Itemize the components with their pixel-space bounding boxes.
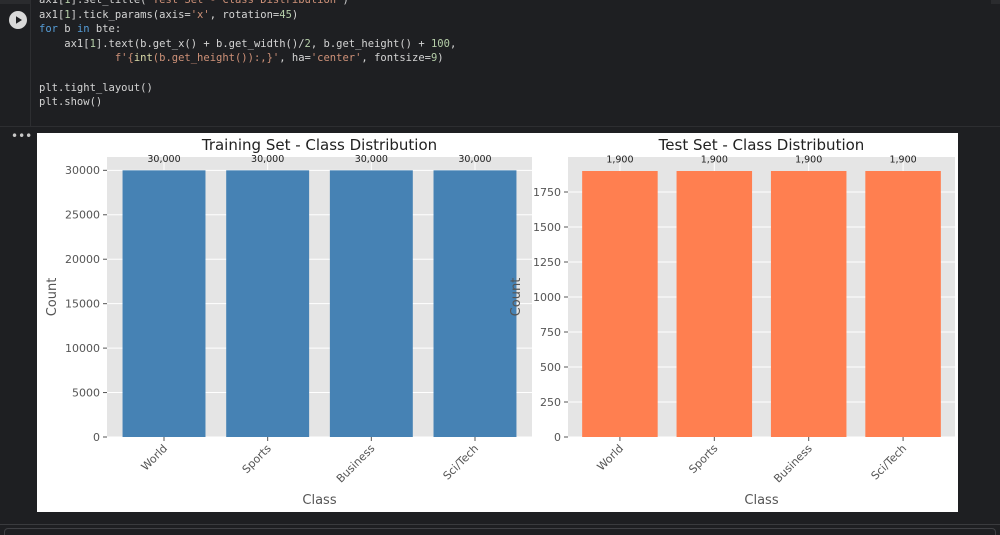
figure-svg: 30,000 30,000 30,000 30,0000500010000150002… [45,136,955,508]
test-y-tick-label: 1500 [533,221,561,234]
test-chart-title: Test Set - Class Distribution [658,136,865,154]
test-bar-world [582,171,658,437]
cell-divider [0,126,1000,127]
code-editor[interactable]: ax1[1].set_title('Test Set - Class Distr… [30,0,991,126]
code-token: , fontsize= [361,52,431,65]
test-y-tick-label: 500 [540,361,561,374]
code-token: ) [437,52,444,65]
code-line: f'{int(b.get_height()):,}', ha='center',… [39,51,456,66]
train-x-tick-label: Sports [240,442,274,476]
code-line [39,66,456,81]
train-data-label: 30,000 [355,154,388,165]
code-token: 1 [89,37,96,50]
code-token: ax1[ [39,37,90,50]
code-token: , [449,37,457,50]
code-line: for b in bte: [39,22,456,37]
test-y-tick-label: 1000 [533,291,561,304]
test-x-tick-label: Business [771,442,815,486]
code-line: plt.show() [39,95,456,110]
test-y-axis-label: Count [509,278,524,317]
code-token: ) [342,0,349,6]
next-cell-frame [4,528,996,535]
code-token: ) [291,8,299,21]
code-cell[interactable]: ax1[1].set_title('Test Set - Class Distr… [0,0,1000,126]
code-token: 2 [304,37,311,50]
code-token: 1 [64,0,71,6]
train-y-axis-label: Count [45,278,60,317]
code-token: 'center' [310,52,362,65]
train-x-tick-label: Business [334,442,378,486]
train-y-tick-label: 20000 [65,253,100,266]
test-y-tick-label: 250 [540,396,561,409]
code-token: , b.get_height() + [310,37,431,50]
code-token: 9 [430,52,438,65]
code-token: ax1[ [39,8,65,21]
code-token: (b.get_height()):,}' [152,52,280,65]
test-bar-business [770,171,847,437]
test-x-tick-label: Sports [686,442,720,476]
test-data-label: 1,900 [795,155,822,166]
train-y-tick-label: 10000 [65,342,100,355]
train-data-label: 30,000 [147,154,180,165]
test-data-label: 1,900 [889,155,916,166]
code-token: ax1[ [39,0,65,6]
code-token: plt.tight_layout() [39,81,153,94]
code-line: ax1[1].set_title('Test Set - Class Distr… [39,0,456,8]
code-token [39,52,115,64]
code-lines: ax1[1].set_title('Test Set - Class Distr… [39,0,456,110]
code-token: 'x' [190,8,210,21]
play-icon [9,11,27,29]
test-y-tick-label: 750 [540,326,561,339]
test-x-axis-label: Class [744,493,778,508]
test-bar-sports [676,171,753,437]
code-token: 45 [279,8,292,21]
code-token: int [133,52,153,65]
cell-output-figure: 30,000 30,000 30,000 30,000 0 5000 10000 15000 2… [37,133,958,512]
code-token: , rotation= [209,8,280,21]
code-token: , ha= [279,52,311,65]
train-bar-business [329,170,413,438]
run-cell-button[interactable] [9,11,27,29]
train-data-label: 30,000 [251,154,284,165]
train-x-axis-label: Class [302,493,336,508]
test-x-tick-label: World [595,442,626,473]
test-y-tick-label: 1250 [533,256,561,269]
code-token: plt.show() [39,96,103,109]
code-token: ].text(b.get_x() + b.get_width()/ [95,37,305,50]
train-data-label: 30,000 [458,154,491,165]
test-x-tick-label: Sci/Tech [869,442,910,483]
code-token: for [39,23,58,36]
code-token: 'Test Set - Class Distribution' [146,0,343,6]
test-y-tick-label: 0 [554,431,561,444]
code-token: 1 [64,8,71,21]
train-bar-world [122,170,206,438]
code-token: ].set_title( [70,0,147,6]
code-line: ax1[1].tick_params(axis='x', rotation=45… [39,8,456,23]
train-y-tick-label: 30000 [65,164,100,177]
train-y-tick-label: 0 [93,431,100,444]
code-token: b [57,23,77,36]
train-x-tick-label: World [139,442,170,473]
code-token: 100 [430,37,450,50]
test-data-label: 1,900 [701,155,728,166]
train-y-tick-label: 5000 [72,386,100,399]
train-y-tick-label: 25000 [65,209,100,222]
output-menu-icon[interactable]: ••• [11,129,33,143]
train-bar-sports [226,170,310,438]
code-token: bte: [89,23,122,36]
train-chart-title: Training Set - Class Distribution [201,136,437,154]
train-y-tick-label: 15000 [65,297,100,310]
next-cell-edge [0,524,1000,535]
code-line: plt.tight_layout() [39,81,456,96]
code-token: f'{ [114,52,134,65]
test-data-label: 1,900 [606,155,633,166]
test-y-tick-label: 1750 [533,186,561,199]
code-token: ].tick_params(axis= [70,8,191,21]
train-x-tick-label: Sci/Tech [440,442,481,483]
code-token: in [76,23,90,36]
train-bar-scitech [433,170,517,438]
code-line: ax1[1].text(b.get_x() + b.get_width()/2,… [39,37,456,52]
test-bar-scitech [865,171,941,437]
